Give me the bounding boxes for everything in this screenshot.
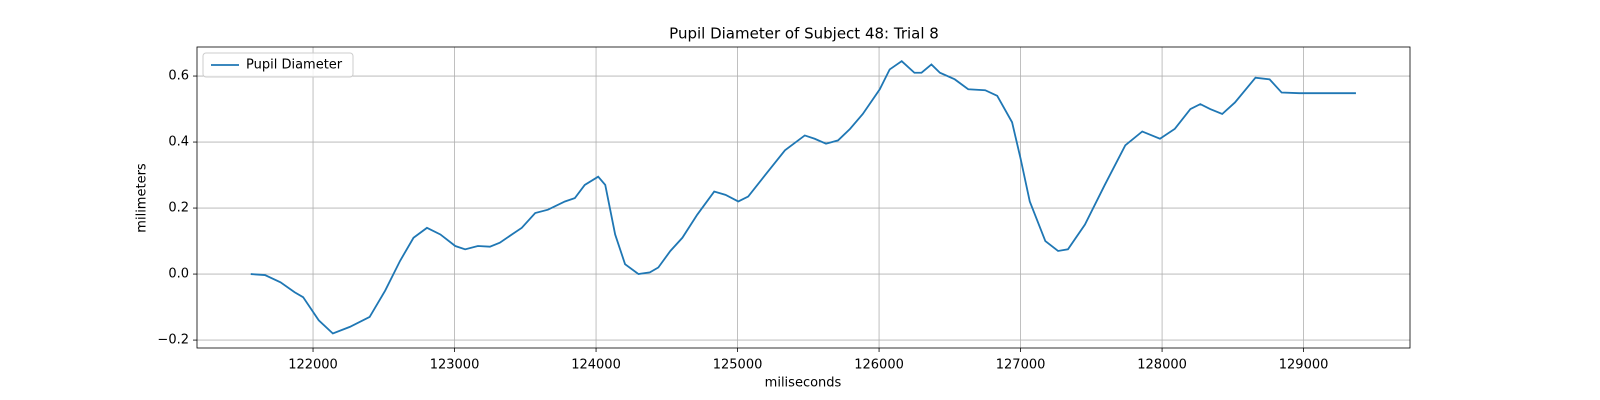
legend-label: Pupil Diameter [246, 58, 343, 73]
y-tick-label: 0.4 [168, 135, 189, 150]
x-tick-label: 125000 [713, 358, 763, 373]
chart-title: Pupil Diameter of Subject 48: Trial 8 [669, 25, 939, 43]
x-tick-label: 129000 [1279, 358, 1329, 373]
x-tick-label: 123000 [430, 358, 480, 373]
x-tick-label: 126000 [854, 358, 904, 373]
x-tick-label: 124000 [571, 358, 621, 373]
y-axis-label: milimeters [135, 163, 150, 233]
x-axis-label: miliseconds [765, 376, 842, 391]
data-line [250, 60, 1356, 335]
x-tick-label: 122000 [288, 358, 338, 373]
x-tick-label: 128000 [1137, 358, 1187, 373]
legend-box [202, 52, 354, 78]
plot-frame [196, 46, 1411, 349]
y-tick-label: 0.6 [168, 69, 189, 84]
y-tick-label: −0.2 [157, 333, 189, 348]
y-tick-label: 0.2 [168, 201, 189, 216]
x-tick-label: 127000 [996, 358, 1046, 373]
legend: Pupil Diameter [202, 52, 354, 78]
y-tick-label: 0.0 [168, 267, 189, 282]
